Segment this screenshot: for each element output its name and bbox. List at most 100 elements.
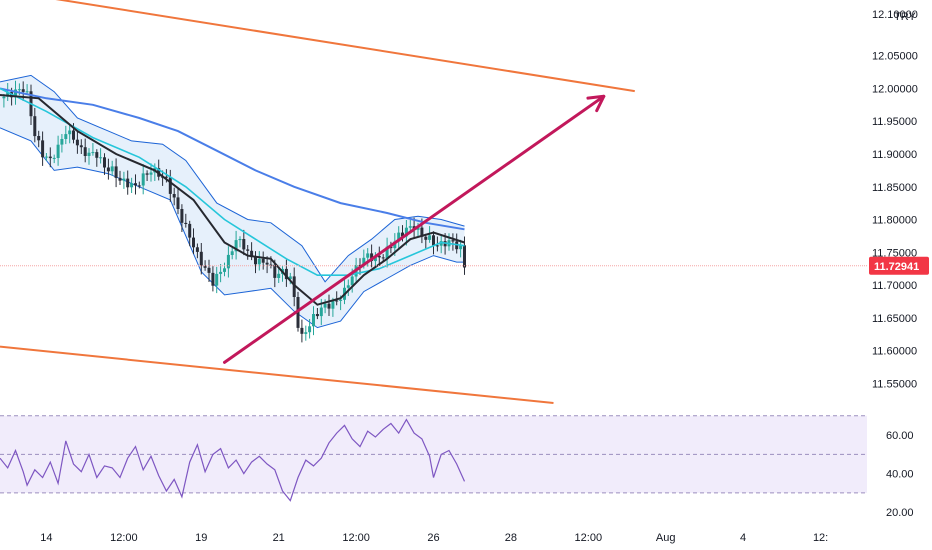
candle <box>126 170 130 195</box>
candle-body <box>346 285 350 288</box>
candle-body <box>52 157 56 159</box>
channel-upper-line[interactable] <box>0 0 635 93</box>
candle-body <box>195 247 199 252</box>
candle-body <box>265 262 269 265</box>
candle-body <box>366 253 370 258</box>
bollinger-lower-line <box>0 127 465 329</box>
time-axis-tick: 12:00 <box>110 532 138 544</box>
time-axis-tick: Aug <box>656 532 676 544</box>
candle-body <box>180 209 184 223</box>
trend-arrow-line[interactable] <box>222 94 606 364</box>
candle-body <box>323 303 327 308</box>
candle <box>230 247 234 260</box>
candle-body <box>14 89 17 98</box>
candle <box>176 189 180 215</box>
candle-body <box>401 232 404 237</box>
candle <box>195 243 199 259</box>
candle <box>288 272 292 285</box>
candle-body <box>25 91 29 93</box>
candle <box>234 230 238 260</box>
sma-line <box>0 94 465 306</box>
candle-body <box>424 236 428 240</box>
candle <box>223 262 226 277</box>
candle-body <box>137 185 141 187</box>
candle <box>37 130 41 148</box>
candle-body <box>288 276 292 280</box>
trend-arrow-head[interactable] <box>586 94 606 113</box>
candle <box>64 125 68 145</box>
candle <box>99 148 103 164</box>
candle <box>110 160 114 176</box>
candle-body <box>134 183 137 186</box>
candle-body <box>261 258 265 263</box>
time-axis-tick: 12:00 <box>575 532 603 544</box>
candle <box>408 220 412 232</box>
candle-body <box>79 145 83 148</box>
last-price-label: 11.72941 <box>874 261 919 273</box>
candle-body <box>211 272 215 286</box>
candle-body <box>238 239 242 241</box>
candle-body <box>118 177 122 181</box>
time-axis-tick: 4 <box>740 532 746 544</box>
rsi-line <box>0 418 466 502</box>
candle-body <box>226 254 230 269</box>
candle <box>238 236 242 248</box>
candle <box>149 163 153 182</box>
candle-body <box>106 167 110 172</box>
candle-body <box>350 276 354 286</box>
candle <box>44 153 48 161</box>
candle <box>300 319 304 343</box>
time-axis[interactable]: 14 12:00 19 21 12:00 26 28 12:00 Aug 4 12: <box>40 532 828 544</box>
candle-body <box>207 267 211 273</box>
time-axis-tick: 26 <box>427 532 439 544</box>
candle-body <box>126 178 130 188</box>
candle-body <box>95 152 99 158</box>
candle <box>346 279 350 296</box>
candle <box>91 143 95 156</box>
bollinger-band-fill <box>0 75 465 328</box>
candle-body <box>257 258 261 265</box>
candle-body <box>122 178 126 181</box>
main-price-pane[interactable] <box>0 0 867 404</box>
candle <box>103 153 106 175</box>
candle-body <box>312 314 315 327</box>
candle-body <box>110 166 114 172</box>
candle-body <box>451 240 455 242</box>
candle-body <box>234 240 238 252</box>
candle-body <box>141 173 145 186</box>
rsi-axis-tick: 20.00 <box>886 507 914 519</box>
candle-body <box>72 130 75 140</box>
candle <box>242 229 246 256</box>
candle <box>370 244 374 268</box>
candle-body <box>246 249 250 251</box>
price-axis-tick: 12.10000 <box>872 9 918 21</box>
price-axis-tick: 11.80000 <box>872 215 917 227</box>
candle-body <box>428 235 432 240</box>
rsi-axis-tick: 60.00 <box>886 430 914 442</box>
currency-label: TRY <box>894 11 916 23</box>
candle <box>33 107 37 143</box>
candle-body <box>184 222 188 224</box>
candle-body <box>370 253 374 261</box>
candle-body <box>269 264 273 266</box>
candle <box>130 177 134 193</box>
candle-body <box>254 257 257 265</box>
ema-line <box>0 87 465 276</box>
candle-body <box>385 246 389 259</box>
candle <box>424 233 428 249</box>
rsi-pane[interactable] <box>0 415 867 502</box>
candle <box>459 239 463 258</box>
price-axis-tick: 11.85000 <box>872 182 917 194</box>
channel-lower-line[interactable] <box>0 345 554 404</box>
candle <box>137 181 141 189</box>
time-axis-tick: 12:00 <box>342 532 370 544</box>
candle-body <box>416 227 420 230</box>
candle-body <box>149 172 153 175</box>
candle-body <box>192 237 195 248</box>
candle-body <box>277 273 281 278</box>
candle <box>188 220 192 247</box>
price-axis[interactable]: 12.10000 TRY 12.05000 12.00000 11.95000 11.… <box>867 0 932 403</box>
candle <box>192 228 195 255</box>
candle-body <box>362 257 366 266</box>
